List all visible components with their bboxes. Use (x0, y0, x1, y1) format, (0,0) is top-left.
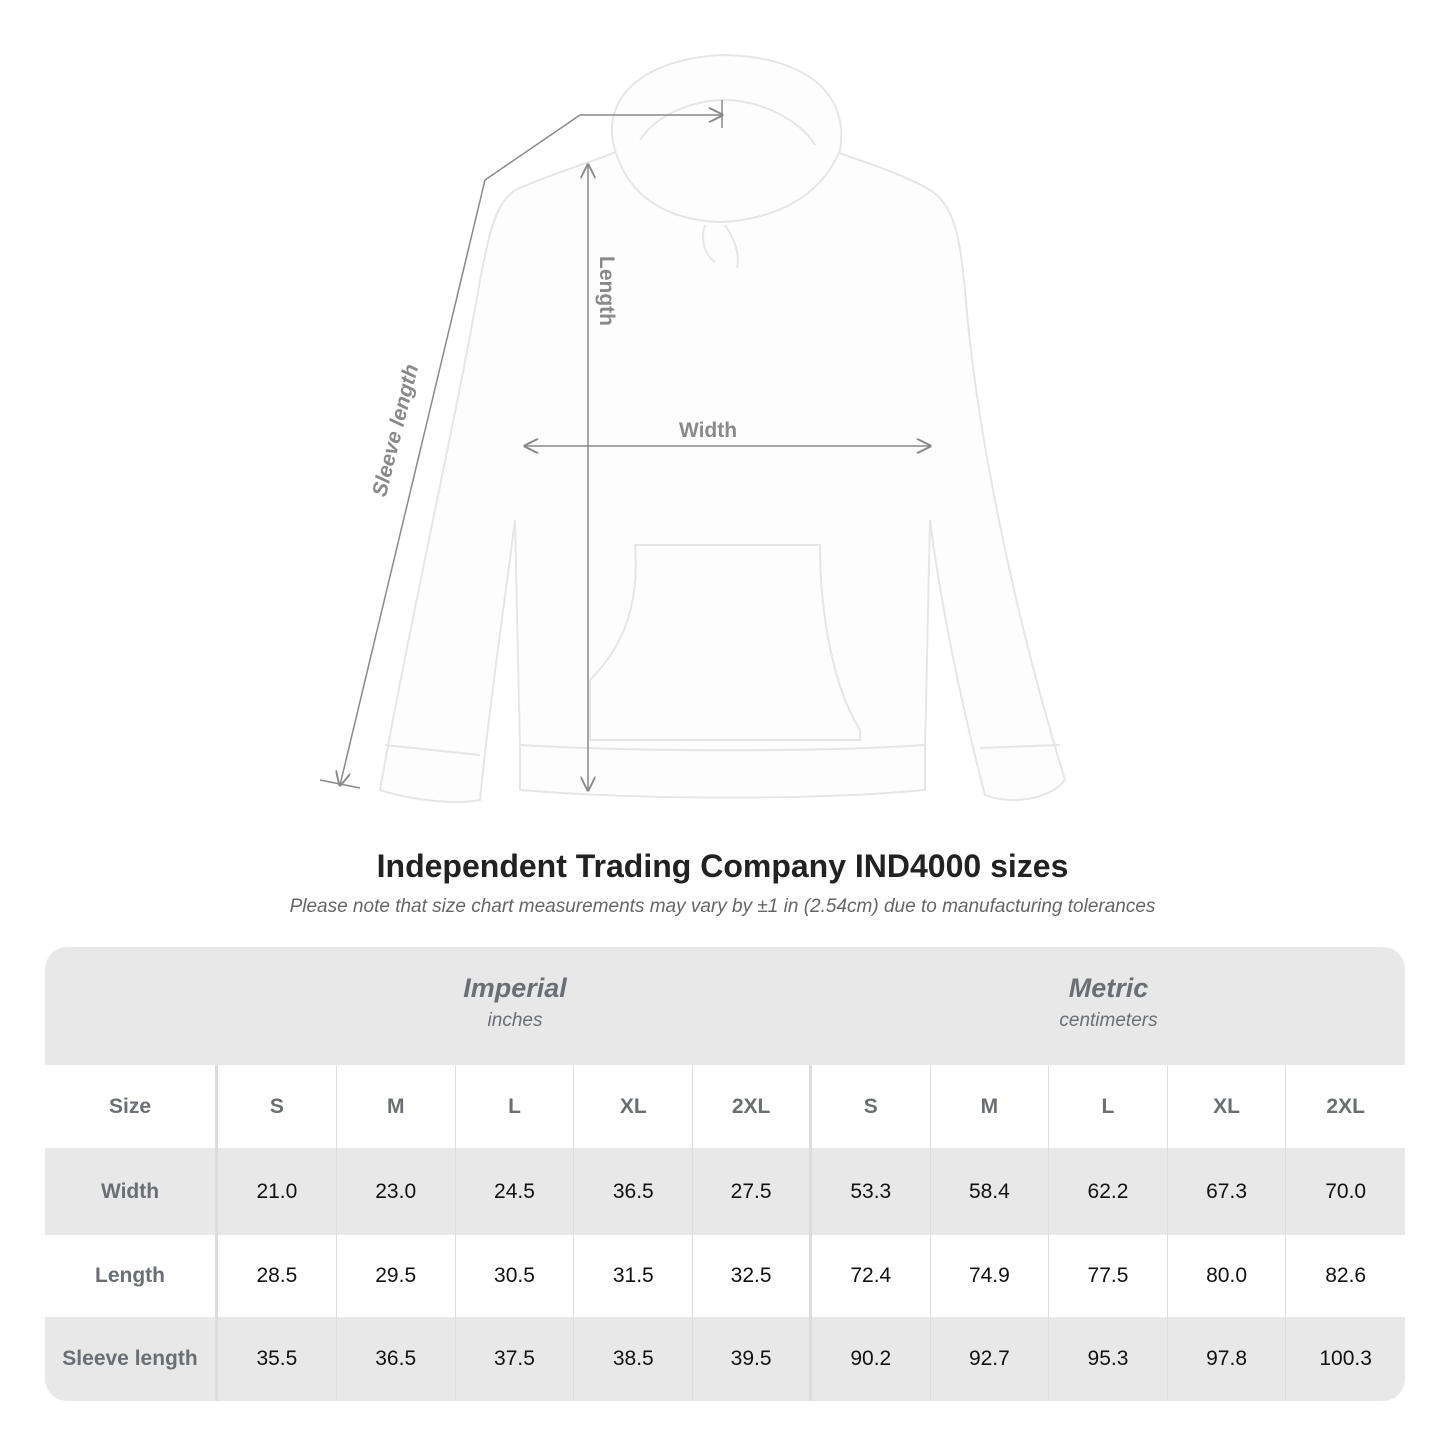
metric-title: Metric (1068, 973, 1149, 1003)
metric-value: 95.3 (1049, 1317, 1168, 1401)
size-header-row: Size S M L XL 2XL S M L XL 2XL (45, 1065, 1405, 1148)
metric-unit: centimeters (1059, 1010, 1158, 1031)
row-label: Sleeve length (45, 1317, 218, 1401)
metric-size-m: M (931, 1065, 1050, 1148)
imperial-group-header: Imperial inches (218, 947, 812, 1065)
metric-size-2xl: 2XL (1326, 1094, 1365, 1118)
metric-value: 72.4 (812, 1235, 931, 1317)
imperial-value: 21.0 (218, 1148, 337, 1235)
table-row: Length 28.5 29.5 30.5 31.5 32.5 72.4 74.9 77.5 80… (45, 1235, 1405, 1317)
imperial-value: 39.5 (693, 1317, 812, 1401)
metric-value: 92.7 (931, 1317, 1050, 1401)
metric-group-header: Metric centimeters (812, 947, 1405, 1065)
imperial-value: 32.5 (693, 1235, 812, 1317)
table-group-header: Imperial inches Metric centimeters (45, 947, 1405, 1065)
tolerance-note: Please note that size chart measurements… (289, 896, 1156, 917)
imperial-value: 37.5 (456, 1317, 575, 1401)
imperial-size-xl: XL (574, 1065, 694, 1148)
imperial-value: 30.5 (456, 1235, 575, 1317)
imperial-title: Imperial (463, 973, 567, 1003)
metric-value: 100.3 (1319, 1347, 1372, 1370)
imperial-value: 36.5 (574, 1148, 694, 1235)
hoodie-illustration (378, 53, 1067, 803)
imperial-unit: inches (487, 1010, 543, 1031)
metric-value: 70.0 (1325, 1179, 1367, 1203)
imperial-size-2xl: 2XL (693, 1065, 812, 1148)
length-label: Length (595, 256, 618, 326)
metric-value: 97.8 (1168, 1317, 1287, 1401)
imperial-size-l: L (456, 1065, 575, 1148)
hoodie-measurement-diagram: Length Width Sleeve length (319, 53, 1067, 803)
table-row: Sleeve length 35.5 36.5 37.5 38.5 39.5 90.2 92.… (45, 1317, 1405, 1401)
metric-size-s: S (812, 1065, 931, 1148)
width-label: Width (679, 419, 737, 442)
measure-lines (319, 100, 930, 790)
metric-value: 74.9 (931, 1235, 1050, 1317)
page-title: Independent Trading Company IND4000 size… (376, 848, 1069, 884)
row-label: Length (45, 1235, 218, 1317)
imperial-value: 29.5 (337, 1235, 456, 1317)
metric-size-l: L (1049, 1065, 1168, 1148)
metric-value: 82.6 (1325, 1264, 1367, 1287)
imperial-value: 31.5 (574, 1235, 694, 1317)
metric-value: 67.3 (1168, 1148, 1287, 1235)
imperial-value: 35.5 (218, 1317, 337, 1401)
metric-value: 58.4 (931, 1148, 1050, 1235)
table-row: Width 21.0 23.0 24.5 36.5 27.5 53.3 58.4 62.2 67.… (45, 1148, 1405, 1235)
sleeve-length-label: Sleeve length (368, 362, 423, 499)
metric-size-xl: XL (1168, 1065, 1287, 1148)
imperial-value: 38.5 (574, 1317, 694, 1401)
size-table: Imperial inches Metric centimeters Size … (45, 947, 1405, 1401)
sleeve-length-line (340, 114, 581, 785)
metric-value: 62.2 (1049, 1148, 1168, 1235)
imperial-value: 24.5 (456, 1148, 575, 1235)
metric-value: 80.0 (1168, 1235, 1287, 1317)
imperial-size-m: M (337, 1065, 456, 1148)
imperial-value: 28.5 (218, 1235, 337, 1317)
imperial-value: 36.5 (337, 1317, 456, 1401)
imperial-value: 27.5 (693, 1148, 812, 1235)
metric-value: 77.5 (1049, 1235, 1168, 1317)
imperial-size-s: S (218, 1065, 337, 1148)
imperial-value: 23.0 (337, 1148, 456, 1235)
row-label: Width (45, 1148, 218, 1235)
metric-value: 53.3 (812, 1148, 931, 1235)
metric-value: 90.2 (812, 1317, 931, 1401)
size-label: Size (45, 1065, 218, 1148)
